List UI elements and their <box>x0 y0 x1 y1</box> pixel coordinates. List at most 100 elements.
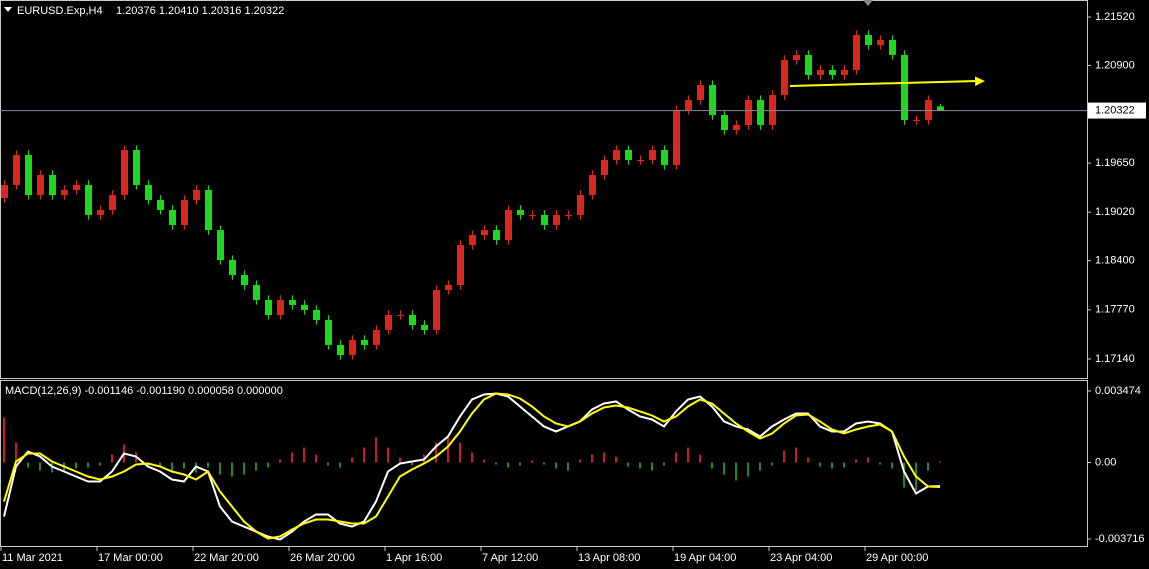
candle-body <box>25 154 32 195</box>
histogram-bar <box>927 462 929 471</box>
candle-body <box>73 184 80 190</box>
histogram-bar <box>651 462 653 471</box>
histogram-bar <box>903 462 905 488</box>
histogram-bar <box>75 462 77 469</box>
histogram-bar <box>603 452 605 463</box>
y-tick-label: 1.19650 <box>1095 157 1135 169</box>
macd-panel-frame <box>0 380 1088 547</box>
histogram-bar <box>411 462 413 466</box>
y-tick-label: 1.17140 <box>1095 353 1135 365</box>
candle-body <box>181 199 188 226</box>
candle-body <box>205 189 212 231</box>
histogram-bar <box>207 462 209 468</box>
histogram-bar <box>771 462 773 466</box>
x-tick-label: 26 Mar 20:00 <box>290 552 355 564</box>
candle-body <box>421 324 428 330</box>
symbol-title: EURUSD.Exp,H4 <box>17 5 103 17</box>
candle-body <box>517 209 524 215</box>
histogram-bar <box>159 462 161 468</box>
histogram-bar <box>231 462 233 477</box>
y-tick-label: 0.00 <box>1095 456 1116 468</box>
candle-body <box>229 260 236 276</box>
candle-body <box>829 69 836 75</box>
candle-body <box>817 69 824 75</box>
candle-body <box>685 100 692 111</box>
candle-body <box>265 299 272 315</box>
candle-body <box>841 69 848 75</box>
histogram-bar <box>639 462 641 469</box>
candle-body <box>1 184 8 199</box>
candle-body <box>781 59 788 96</box>
candle-body <box>577 194 584 215</box>
histogram-bar <box>555 462 557 469</box>
histogram-bar <box>243 462 245 475</box>
trend-arrow-head <box>974 76 985 87</box>
histogram-bar <box>171 462 173 471</box>
x-tick-label: 23 Apr 04:00 <box>770 552 832 564</box>
candle-body <box>697 85 704 101</box>
candle-body <box>505 209 512 241</box>
trend-arrow <box>789 79 978 87</box>
candle-body <box>385 314 392 330</box>
histogram-bar <box>15 442 17 463</box>
histogram-bar <box>735 462 737 481</box>
candle-body <box>61 189 68 195</box>
histogram-bar <box>891 462 893 469</box>
histogram-bar <box>303 447 305 463</box>
histogram-bar <box>3 417 5 463</box>
candle-body <box>673 110 680 165</box>
candle-body <box>433 290 440 330</box>
macd-title: MACD(12,26,9) -0.001146 -0.001190 0.0000… <box>5 385 283 397</box>
candle-body <box>145 184 152 200</box>
histogram-bar <box>483 459 485 463</box>
candle-body <box>169 209 176 226</box>
ohlc-readout: 1.20376 1.20410 1.20316 1.20322 <box>116 5 284 17</box>
candle-body <box>805 54 812 75</box>
histogram-bar <box>759 462 761 471</box>
candle-body <box>589 174 596 195</box>
histogram-bar <box>39 462 41 471</box>
candle-body <box>373 329 380 345</box>
candle-body <box>289 299 296 305</box>
histogram-bar <box>291 452 293 463</box>
histogram-bar <box>351 457 353 463</box>
histogram-bar <box>687 447 689 463</box>
histogram-bar <box>327 462 329 466</box>
candle-body <box>925 100 932 121</box>
histogram-bar <box>99 462 101 466</box>
histogram-bar <box>675 452 677 463</box>
histogram-bar <box>375 437 377 463</box>
histogram-bar <box>387 447 389 463</box>
x-tick-label: 19 Apr 04:00 <box>674 552 736 564</box>
candle-body <box>49 174 56 195</box>
candle-body <box>217 230 224 261</box>
x-tick-label: 1 Apr 16:00 <box>386 552 442 564</box>
histogram-bar <box>855 459 857 463</box>
histogram-bar <box>183 462 185 469</box>
candle-body <box>769 95 776 126</box>
candle-body <box>349 339 356 355</box>
candle-body <box>793 54 800 60</box>
histogram-bar <box>435 442 437 463</box>
histogram-bar <box>459 442 461 463</box>
candle-body <box>913 120 920 122</box>
x-tick-label: 7 Apr 12:00 <box>482 552 538 564</box>
candle-body <box>121 149 128 195</box>
histogram-bar <box>495 462 497 465</box>
candle-body <box>553 214 560 226</box>
histogram-bar <box>567 462 569 471</box>
candle-body <box>637 159 644 161</box>
current-price-box <box>1088 102 1146 119</box>
histogram-bar <box>819 462 821 467</box>
menu-triangle <box>4 7 12 12</box>
histogram-bar <box>519 462 521 466</box>
candle-body <box>481 230 488 236</box>
candle-body <box>493 230 500 241</box>
histogram-bar <box>615 456 617 463</box>
x-tick-label: 11 Mar 2021 <box>2 552 63 564</box>
histogram-bar <box>879 462 881 465</box>
candle-body <box>877 39 884 45</box>
